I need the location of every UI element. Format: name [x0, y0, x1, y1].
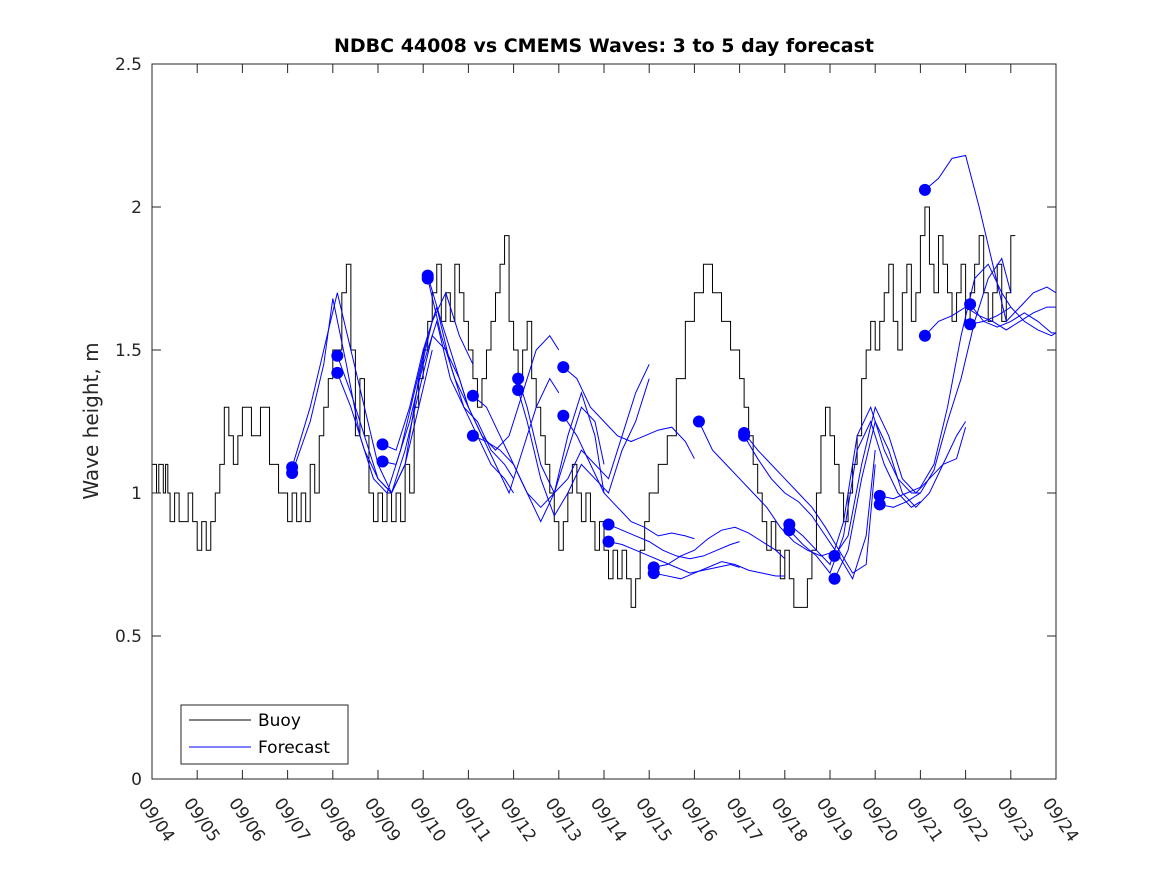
y-tick-label: 1 [131, 484, 142, 504]
forecast-run-line-25 [879, 263, 1012, 500]
forecast-start-marker-2 [331, 349, 344, 362]
forecast-run-line-27 [924, 154, 1056, 323]
forecast-run-line-23 [834, 405, 967, 557]
forecast-start-marker-24 [828, 572, 841, 585]
y-tick-label: 1.5 [115, 341, 142, 361]
forecast-run-line-14 [608, 523, 740, 560]
forecast-run-line-8 [472, 395, 605, 509]
forecast-start-marker-28 [918, 329, 931, 342]
forecast-run-line-28 [924, 306, 1056, 337]
forecast-start-marker-4 [376, 438, 389, 451]
forecast-run-line-10 [517, 364, 650, 494]
y-axis-label: Wave height, m [79, 342, 103, 499]
forecast-start-marker-27 [918, 183, 931, 196]
forecast-run-line-3 [336, 334, 469, 494]
forecast-run-line-0 [291, 292, 433, 495]
forecast-start-marker-25 [873, 489, 886, 502]
forecast-run-line-6 [427, 275, 560, 451]
forecast-start-marker-29 [964, 298, 977, 311]
forecast-start-marker-8 [466, 389, 479, 402]
forecast-start-marker-20 [738, 429, 751, 442]
forecast-start-marker-12 [557, 361, 570, 374]
forecast-run-line-12 [562, 366, 695, 459]
y-tick-label: 2 [131, 198, 142, 218]
forecast-run-line-29 [969, 303, 1056, 334]
forecast-start-marker-3 [331, 366, 344, 379]
forecast-start-marker-15 [602, 535, 615, 548]
forecast-start-marker-9 [466, 429, 479, 442]
forecast-start-marker-7 [421, 272, 434, 285]
legend-buoy-label: Buoy [258, 711, 301, 731]
forecast-run-line-9 [472, 391, 605, 523]
series-layer [152, 154, 1056, 608]
y-tick-label: 2.5 [115, 55, 142, 75]
forecast-start-marker-5 [376, 455, 389, 468]
plot-region [152, 154, 1056, 608]
forecast-start-marker-23 [828, 549, 841, 562]
forecast-run-line-7 [427, 278, 560, 495]
forecast-start-marker-11 [512, 384, 525, 397]
forecast-run-line-17 [653, 561, 785, 580]
forecast-start-marker-1 [286, 466, 299, 479]
forecast-run-line-13 [562, 415, 695, 540]
forecast-run-line-5 [382, 319, 515, 494]
legend-box [180, 704, 349, 765]
forecast-run-line-19 [743, 432, 876, 574]
forecast-run-line-21 [788, 405, 921, 566]
forecast-run-line-15 [608, 541, 740, 574]
forecast-start-marker-26 [873, 498, 886, 511]
forecast-start-marker-22 [783, 524, 796, 537]
forecast-start-marker-17 [647, 567, 660, 580]
legend-forecast-label: Forecast [258, 738, 330, 758]
forecast-run-line-20 [743, 435, 876, 581]
chart-title: NDBC 44008 vs CMEMS Waves: 3 to 5 day fo… [334, 35, 874, 57]
forecast-run-line-30 [970, 306, 1056, 337]
forecast-run-line-16 [653, 526, 786, 568]
forecast-run-line-2 [336, 291, 474, 494]
forecast-start-marker-18 [692, 415, 705, 428]
forecast-start-marker-13 [557, 409, 570, 422]
legend: Buoy Forecast [180, 704, 349, 765]
forecast-run-line-24 [834, 419, 967, 580]
y-tick-label: 0.5 [115, 627, 142, 647]
forecast-run-line-11 [517, 378, 650, 518]
forecast-start-marker-30 [964, 318, 977, 331]
forecast-run-line-22 [788, 420, 921, 575]
forecast-start-marker-14 [602, 518, 615, 531]
forecast-start-marker-10 [512, 372, 525, 385]
forecast-run-line-26 [879, 257, 1012, 508]
y-tick-label: 0 [131, 770, 142, 790]
